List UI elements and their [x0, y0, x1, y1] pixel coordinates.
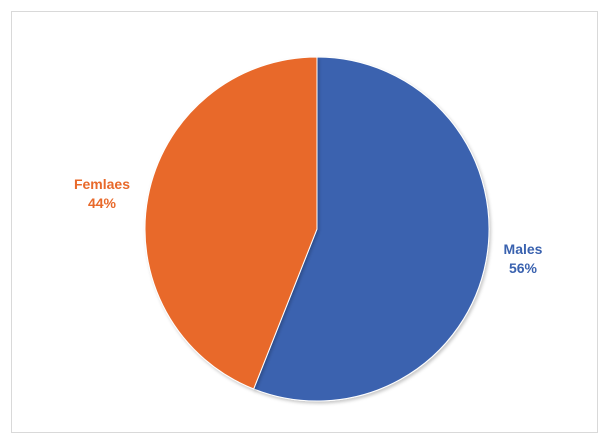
pie-slice-males: [253, 56, 490, 402]
slice-percent-label: 44%: [88, 195, 117, 211]
pie-labels: Males 56% Femlaes 44%: [74, 176, 543, 276]
pie-slice-femlaes: [144, 56, 318, 390]
slice-category-label: Males: [504, 241, 543, 257]
slice-category-label: Femlaes: [74, 176, 130, 192]
slice-label-males: Males 56%: [504, 241, 543, 276]
chart-frame: Males 56% Femlaes 44%: [11, 11, 598, 433]
pie-slices: [144, 56, 490, 402]
pie-chart: Males 56% Femlaes 44%: [74, 56, 543, 402]
slice-label-femlaes: Femlaes 44%: [74, 176, 130, 211]
slice-percent-label: 56%: [509, 260, 538, 276]
